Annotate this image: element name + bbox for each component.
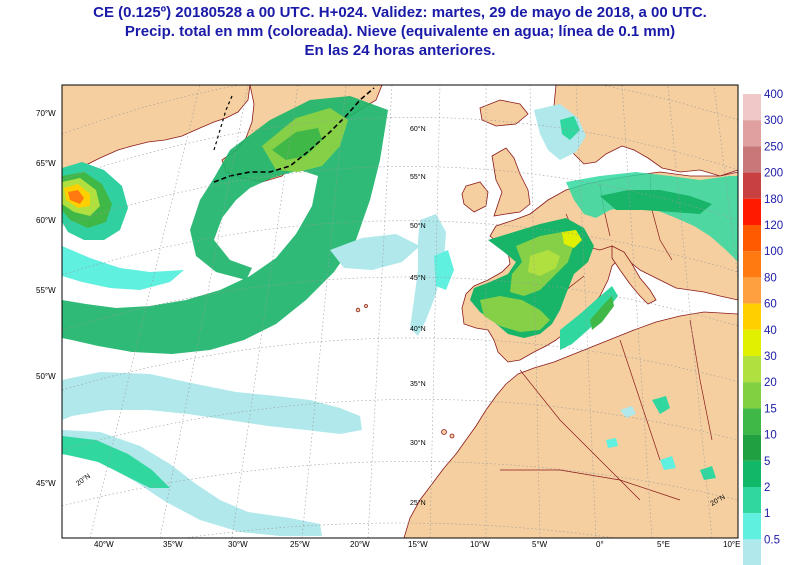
lat-label-25n: 25°N [410,499,426,507]
lon-label-10w: 10°W [470,540,490,549]
legend-swatch [743,356,761,383]
lon-label-35w: 35°W [163,540,183,549]
map-titles: CE (0.125º) 20180528 a 00 UTC. H+024. Va… [0,3,800,60]
legend-swatch [743,434,761,461]
land-africa [403,311,738,538]
legend-swatch [743,251,761,278]
precipitation-legend [743,94,761,565]
precipitation-field [62,96,738,536]
left-axis-labels: 70°W 65°W 60°W 55°W 50°W 45°W [36,109,56,488]
lat-label-45n: 45°N [410,274,426,282]
legend-swatch [743,172,761,199]
legend-label: 10 [764,430,777,442]
snow-line [213,87,375,183]
title-line-1: CE (0.125º) 20180528 a 00 UTC. H+024. Va… [93,4,707,21]
land-canary-islands [441,429,447,435]
left-label-60: 60°W [36,216,56,225]
legend-label: 400 [764,89,783,101]
land-great-britain [491,147,531,217]
title-line-3: En las 24 horas anteriores. [304,42,496,59]
legend-swatch [743,460,761,487]
legend-swatch [743,120,761,147]
lon-label-10e: 10°E [723,540,740,549]
legend-swatch [743,408,761,435]
lon-label-0: 0° [596,540,604,549]
lon-label-25w: 25°W [290,540,310,549]
lon-label-5w: 5°W [532,540,548,549]
legend-label: 1 [764,508,770,520]
lat-label-40n: 40°N [410,325,426,333]
lon-label-30w: 30°W [228,540,248,549]
lon-label-5e: 5°E [657,540,670,549]
legend-swatch [743,198,761,225]
legend-swatch [743,382,761,409]
legend-label: 30 [764,351,777,363]
lon-label-20w: 20°W [350,540,370,549]
legend-swatch [743,487,761,514]
legend-label: 60 [764,299,777,311]
land-italy [611,245,657,305]
lat-label-50n: 50°N [410,222,426,230]
land-iceland [479,99,529,127]
graticule [62,85,738,538]
legend-label: 250 [764,141,783,153]
legend-swatch [743,513,761,540]
legend-labels: 400 300 250 200 180 120 100 80 60 40 30 20 15 10 5 2 1 0.… [764,89,783,546]
legend-swatch [743,277,761,304]
precip-subtropical-band [62,372,362,434]
legend-swatch [743,329,761,356]
lon-label-40w: 40°W [94,540,114,549]
legend-label: 2 [764,482,770,494]
left-label-45: 45°W [36,479,56,488]
legend-label: 120 [764,220,783,232]
legend-swatch [743,225,761,252]
land-azores [355,307,361,313]
lat-label-55n: 55°N [410,173,426,181]
legend-label: 40 [764,325,777,337]
left-label-50: 50°W [36,372,56,381]
legend-label: 180 [764,194,783,206]
legend-swatch [743,303,761,330]
land-ireland [461,181,489,213]
map-frame [61,84,739,539]
legend-label: 5 [764,456,770,468]
legend-swatch [743,539,761,565]
lat-label-30n: 30°N [410,439,426,447]
legend-label: 200 [764,168,783,180]
left-label-65: 65°W [36,159,56,168]
legend-label: 20 [764,377,777,389]
legend-swatch [743,146,761,173]
lat-label-35n: 35°N [410,380,426,388]
title-line-2: Precip. total en mm (coloreada). Nieve (… [124,23,676,40]
legend-swatch [743,94,761,121]
left-label-55: 55°W [36,286,56,295]
lon-label-15w: 15°W [408,540,428,549]
lat-label-60n: 60°N [410,125,426,133]
legend-label: 80 [764,272,777,284]
bottom-axis-labels: 40°W 35°W 30°W 25°W 20°W 15°W 10°W 5°W 0… [94,540,740,549]
left-label-70: 70°W [36,109,56,118]
legend-label: 300 [764,115,783,127]
legend-label: 100 [764,246,783,258]
legend-label: 0.5 [764,534,780,546]
legend-label: 15 [764,403,777,415]
